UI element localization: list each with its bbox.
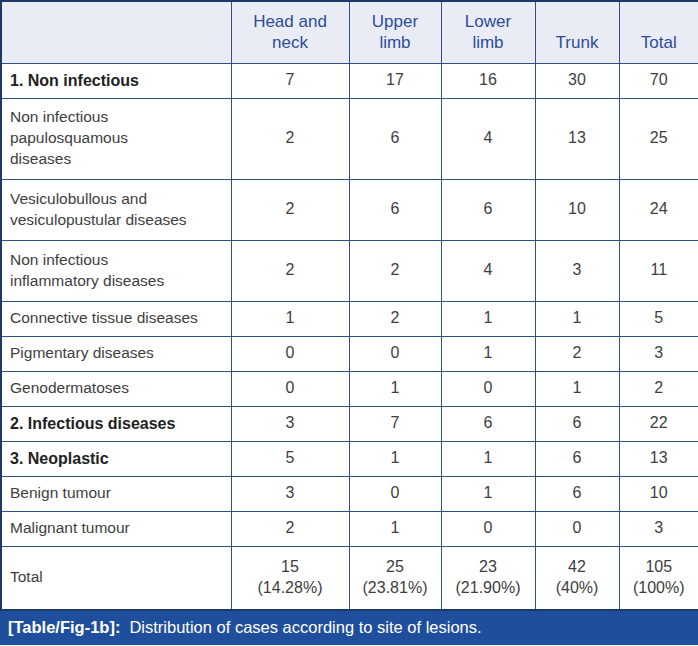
cell-value: 2 xyxy=(231,511,349,546)
cell-value: 6 xyxy=(535,406,619,441)
cell-value: 0 xyxy=(441,511,535,546)
cell-value: 5 xyxy=(231,441,349,476)
cell-value: 2 xyxy=(231,240,349,301)
table-row-total: Total 15 (14.28%) 25 (23.81%) 23 (21.90%… xyxy=(1,546,698,610)
cell-value: 42 (40%) xyxy=(535,546,619,610)
row-label: Connective tissue diseases xyxy=(1,301,231,336)
cell-value: 1 xyxy=(535,301,619,336)
table-row-benign-tumour: Benign tumour 3 0 1 6 10 xyxy=(1,476,698,511)
cell-value: 30 xyxy=(535,63,619,98)
cell-value: 23 (21.90%) xyxy=(441,546,535,610)
table-row-malignant-tumour: Malignant tumour 2 1 0 0 3 xyxy=(1,511,698,546)
cell-value: 0 xyxy=(349,336,441,371)
cell-value: 3 xyxy=(535,240,619,301)
cell-value: 13 xyxy=(619,441,698,476)
cell-value: 4 xyxy=(441,240,535,301)
cell-value: 6 xyxy=(349,98,441,179)
cell-value: 2 xyxy=(619,371,698,406)
lesion-site-table: Head and neck Upper limb Lower limb Trun… xyxy=(0,0,698,611)
cell-value: 2 xyxy=(349,240,441,301)
cell-value: 2 xyxy=(535,336,619,371)
cell-value: 3 xyxy=(231,476,349,511)
table-row-pigmentary: Pigmentary diseases 0 0 1 2 3 xyxy=(1,336,698,371)
cell-value: 24 xyxy=(619,179,698,240)
row-label: Non infectious papulosquamous diseases xyxy=(1,98,231,179)
cell-value: 3 xyxy=(619,511,698,546)
row-label: 1. Non infectious xyxy=(1,63,231,98)
table-row-inflammatory: Non infectious inflammatory diseases 2 2… xyxy=(1,240,698,301)
cell-value: 70 xyxy=(619,63,698,98)
cell-value: 3 xyxy=(619,336,698,371)
cell-value: 1 xyxy=(349,371,441,406)
table-row-infectious: 2. Infectious diseases 3 7 6 6 22 xyxy=(1,406,698,441)
figure-caption-tag: [Table/Fig-1b]: xyxy=(8,618,120,637)
cell-value: 13 xyxy=(535,98,619,179)
table-row-connective-tissue: Connective tissue diseases 1 2 1 1 5 xyxy=(1,301,698,336)
cell-value: 25 xyxy=(619,98,698,179)
cell-value: 0 xyxy=(231,336,349,371)
header-cell-upper-limb: Upper limb xyxy=(349,1,441,63)
header-cell-trunk: Trunk xyxy=(535,1,619,63)
row-label: Malignant tumour xyxy=(1,511,231,546)
header-cell-head-and-neck: Head and neck xyxy=(231,1,349,63)
cell-value: 1 xyxy=(231,301,349,336)
figure-caption: [Table/Fig-1b]: Distribution of cases ac… xyxy=(0,611,698,645)
header-cell-total: Total xyxy=(619,1,698,63)
cell-value: 2 xyxy=(231,179,349,240)
cell-value: 7 xyxy=(231,63,349,98)
cell-value: 0 xyxy=(441,371,535,406)
row-label: Total xyxy=(1,546,231,610)
table-row-vesiculobullous: Vesiculobullous and vesiculopustular dis… xyxy=(1,179,698,240)
row-label: 2. Infectious diseases xyxy=(1,406,231,441)
cell-value: 16 xyxy=(441,63,535,98)
table-row-neoplastic: 3. Neoplastic 5 1 1 6 13 xyxy=(1,441,698,476)
cell-value: 0 xyxy=(349,476,441,511)
table-figure: Head and neck Upper limb Lower limb Trun… xyxy=(0,0,698,646)
cell-value: 25 (23.81%) xyxy=(349,546,441,610)
cell-value: 1 xyxy=(349,441,441,476)
cell-value: 6 xyxy=(535,441,619,476)
cell-value: 6 xyxy=(441,406,535,441)
cell-value: 0 xyxy=(535,511,619,546)
cell-value: 1 xyxy=(441,336,535,371)
table-row-non-infectious: 1. Non infectious 7 17 16 30 70 xyxy=(1,63,698,98)
cell-value: 10 xyxy=(535,179,619,240)
cell-value: 6 xyxy=(535,476,619,511)
cell-value: 0 xyxy=(231,371,349,406)
row-label: Non infectious inflammatory diseases xyxy=(1,240,231,301)
cell-value: 7 xyxy=(349,406,441,441)
row-label: Genodermatoses xyxy=(1,371,231,406)
header-row: Head and neck Upper limb Lower limb Trun… xyxy=(1,1,698,63)
header-cell-lower-limb: Lower limb xyxy=(441,1,535,63)
cell-value: 4 xyxy=(441,98,535,179)
cell-value: 1 xyxy=(441,301,535,336)
cell-value: 1 xyxy=(535,371,619,406)
cell-value: 1 xyxy=(441,441,535,476)
cell-value: 1 xyxy=(349,511,441,546)
cell-value: 6 xyxy=(441,179,535,240)
table-row-genodermatoses: Genodermatoses 0 1 0 1 2 xyxy=(1,371,698,406)
table-row-papulosquamous: Non infectious papulosquamous diseases 2… xyxy=(1,98,698,179)
cell-value: 11 xyxy=(619,240,698,301)
cell-value: 3 xyxy=(231,406,349,441)
cell-value: 10 xyxy=(619,476,698,511)
cell-value: 2 xyxy=(349,301,441,336)
row-label: Benign tumour xyxy=(1,476,231,511)
cell-value: 2 xyxy=(231,98,349,179)
cell-value: 6 xyxy=(349,179,441,240)
row-label: Vesiculobullous and vesiculopustular dis… xyxy=(1,179,231,240)
cell-value: 5 xyxy=(619,301,698,336)
figure-caption-text: Distribution of cases according to site … xyxy=(129,618,481,637)
header-cell-empty xyxy=(1,1,231,63)
row-label: 3. Neoplastic xyxy=(1,441,231,476)
row-label: Pigmentary diseases xyxy=(1,336,231,371)
cell-value: 17 xyxy=(349,63,441,98)
cell-value: 15 (14.28%) xyxy=(231,546,349,610)
cell-value: 105 (100%) xyxy=(619,546,698,610)
cell-value: 22 xyxy=(619,406,698,441)
cell-value: 1 xyxy=(441,476,535,511)
